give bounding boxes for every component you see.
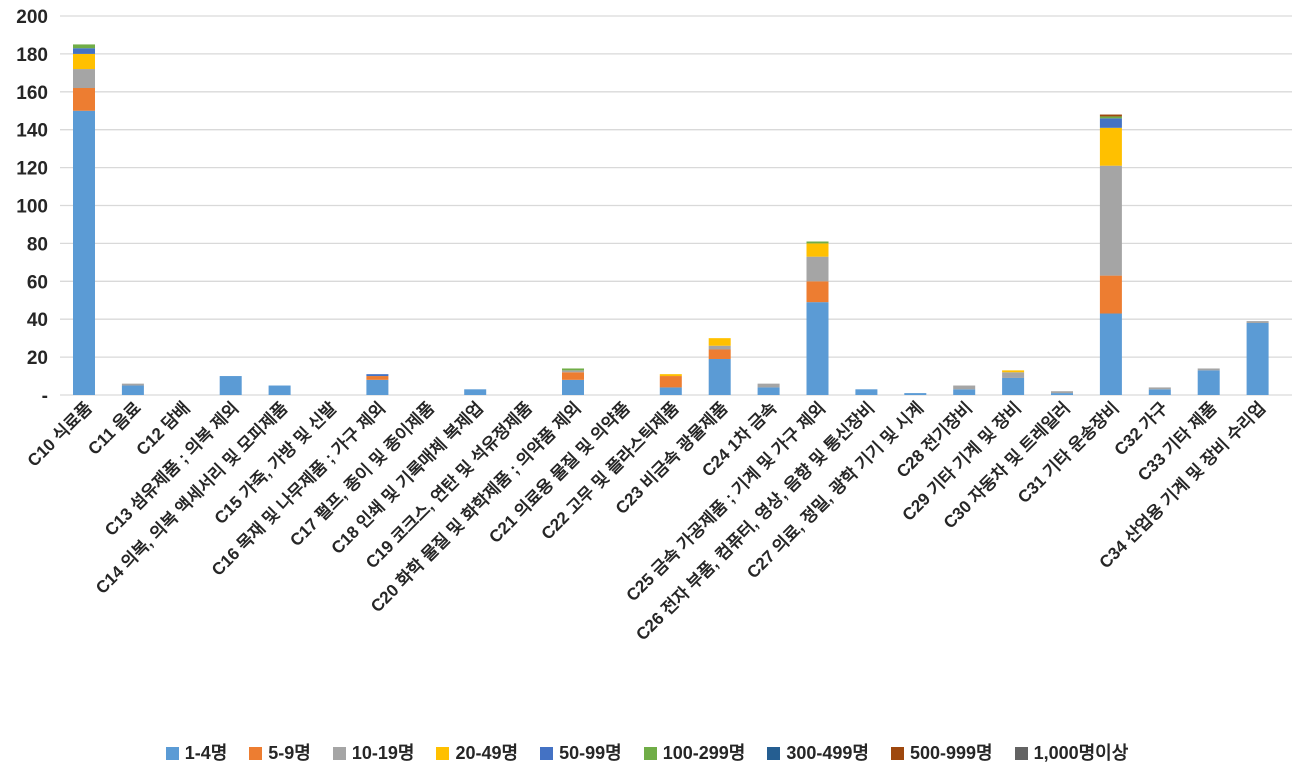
bar-segment — [1002, 370, 1025, 373]
bar-segment — [757, 383, 780, 388]
bar-segment — [1197, 368, 1220, 371]
legend-item: 10-19명 — [332, 743, 415, 763]
legend-swatch-icon — [249, 746, 263, 760]
y-tick-label: - — [42, 386, 48, 407]
bar-segment — [1246, 322, 1269, 395]
bar-segment — [366, 379, 389, 395]
x-category-label: C10 식료품 — [24, 398, 96, 470]
y-tick-label: 100 — [16, 197, 48, 218]
bar-segment — [1099, 116, 1122, 119]
legend-label: 5-9명 — [268, 743, 311, 763]
bar-segment — [562, 379, 584, 395]
legend-label: 20-49명 — [455, 743, 519, 763]
legend-item: 100-299명 — [643, 743, 746, 763]
legend-item: 300-499명 — [767, 744, 869, 762]
bar-segment — [757, 387, 780, 395]
bar-segment — [953, 389, 976, 395]
bar-segment — [73, 44, 95, 49]
bar-segment — [562, 368, 584, 371]
y-tick-label: 20 — [27, 348, 48, 369]
bar-segment — [73, 48, 95, 54]
bar-segment — [708, 338, 731, 346]
y-tick-label: 160 — [16, 83, 48, 104]
bar-segment — [659, 374, 682, 377]
legend-item: 50-99명 — [540, 744, 622, 762]
legend-swatch-icon — [767, 746, 781, 760]
bar-segment — [121, 385, 144, 395]
bar-segment — [366, 376, 389, 380]
bar-segment — [73, 69, 95, 89]
bar-segment — [1002, 377, 1025, 395]
legend: 1-4명 5-9명 10-19명 20-49명 50-99명 100-299명 300-49… — [0, 733, 1294, 773]
bar-segment — [562, 372, 584, 380]
legend-label: 1-4명 — [184, 743, 228, 763]
bar-segment — [1099, 313, 1122, 395]
bar-segment — [1099, 165, 1122, 276]
bar-segment — [659, 387, 682, 395]
legend-swatch-icon — [332, 746, 346, 760]
bar-segment — [806, 281, 829, 303]
bar-segment — [1148, 389, 1171, 395]
legend-item: 5-9명 — [249, 744, 311, 762]
bar-segment — [708, 349, 731, 359]
x-category-label: C27 의료, 정밀, 광학 기기 및 시계 — [743, 398, 928, 583]
bar-segment — [1051, 391, 1073, 394]
bar-segment — [806, 243, 829, 257]
bar-segment — [219, 376, 242, 395]
legend-label: 50-99명 — [559, 743, 622, 763]
bar-segment — [73, 53, 95, 70]
bar-segment — [464, 389, 487, 395]
bar-segment — [904, 393, 927, 395]
legend-item: 1,000명이상 — [1014, 743, 1129, 763]
legend-label: 500-999명 — [909, 743, 993, 763]
bar-segment — [1099, 114, 1122, 117]
legend-swatch-icon — [1014, 746, 1028, 760]
bar-segment — [73, 110, 95, 395]
y-tick-label: 140 — [16, 121, 48, 142]
bar-segment — [1099, 118, 1122, 128]
bar-segment — [855, 389, 878, 395]
y-tick-label: 80 — [27, 234, 48, 255]
legend-label: 1,000명이상 — [1033, 743, 1129, 763]
bar-segment — [1099, 127, 1122, 166]
bar-segment — [121, 383, 144, 386]
legend-swatch-icon — [890, 746, 904, 760]
y-tick-label: 40 — [27, 310, 48, 331]
y-tick-label: 180 — [16, 45, 48, 66]
legend-item: 500-999명 — [890, 743, 993, 763]
bar-segment — [1246, 321, 1269, 323]
bar-segment — [806, 241, 829, 244]
legend-label: 10-19명 — [351, 743, 415, 763]
legend-swatch-icon — [436, 746, 450, 760]
legend-label: 100-299명 — [662, 743, 746, 763]
bar-segment — [953, 385, 976, 390]
bar-segment — [806, 302, 829, 395]
bar-segment — [366, 374, 389, 377]
legend-swatch-icon — [643, 746, 657, 760]
bar-segment — [1099, 275, 1122, 314]
bar-segment — [73, 88, 95, 111]
bar-segment — [1002, 372, 1025, 378]
y-tick-label: 60 — [27, 272, 48, 293]
bar-segment — [268, 385, 291, 395]
legend-label: 300-499명 — [786, 743, 869, 763]
bar-segment — [806, 256, 829, 282]
bar-segment — [562, 370, 584, 373]
legend-item: 20-49명 — [436, 744, 518, 762]
bar-segment — [708, 358, 731, 395]
y-tick-label: 200 — [16, 7, 48, 28]
bar-segment — [708, 345, 731, 350]
bar-segment — [1148, 387, 1171, 390]
bar-segment — [1051, 393, 1073, 395]
legend-swatch-icon — [165, 746, 179, 760]
legend-item: 1-4명 — [165, 743, 228, 763]
legend-swatch-icon — [540, 746, 554, 760]
bar-segment — [1197, 370, 1220, 395]
y-tick-label: 120 — [16, 159, 48, 180]
bar-segment — [659, 376, 682, 388]
